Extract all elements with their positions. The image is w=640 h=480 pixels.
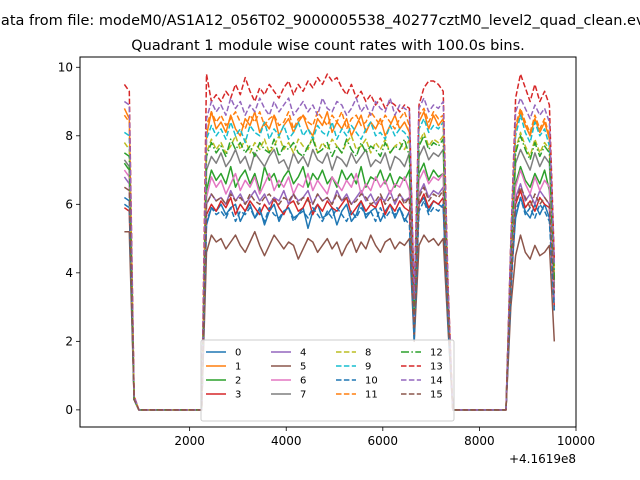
legend-label-6: 6 — [300, 376, 306, 387]
y-tick-label: 6 — [65, 198, 73, 212]
legend-label-5: 5 — [300, 362, 306, 373]
x-tick-label: 10000 — [557, 434, 595, 448]
legend-label-11: 11 — [365, 390, 378, 401]
chart-title: Quadrant 1 module wise count rates with … — [131, 38, 525, 54]
figure-suptitle: Data from file: modeM0/AS1A12_056T02_900… — [0, 13, 640, 29]
legend-label-3: 3 — [235, 390, 241, 401]
legend-label-0: 0 — [235, 348, 241, 359]
y-tick-label: 0 — [65, 403, 73, 417]
legend-label-15: 15 — [430, 390, 443, 401]
legend-label-14: 14 — [430, 376, 443, 387]
plot-area — [123, 73, 556, 411]
series-line-15 — [123, 186, 556, 411]
x-axis-offset-label: +4.1619e8 — [509, 452, 576, 466]
axes-frame — [79, 56, 577, 428]
x-tick-label: 2000 — [174, 434, 205, 448]
legend-label-4: 4 — [300, 348, 306, 359]
legend-label-8: 8 — [365, 348, 371, 359]
y-axis: 0 2 4 6 8 10 — [58, 61, 80, 417]
x-tick-label: 8000 — [464, 434, 495, 448]
legend-label-13: 13 — [430, 362, 443, 373]
legend-box — [200, 339, 455, 422]
y-tick-label: 2 — [65, 335, 73, 349]
legend-label-10: 10 — [365, 376, 378, 387]
x-tick-label: 6000 — [368, 434, 399, 448]
legend-label-2: 2 — [235, 376, 241, 387]
y-tick-label: 8 — [65, 129, 73, 143]
y-tick-label: 4 — [65, 266, 73, 280]
legend-label-9: 9 — [365, 362, 371, 373]
x-axis: 2000 4000 6000 8000 10000 — [174, 427, 595, 448]
y-tick-label: 10 — [58, 61, 73, 75]
legend-label-1: 1 — [235, 362, 241, 373]
legend-label-12: 12 — [430, 348, 443, 359]
x-tick-label: 4000 — [271, 434, 302, 448]
legend-label-7: 7 — [300, 390, 306, 401]
